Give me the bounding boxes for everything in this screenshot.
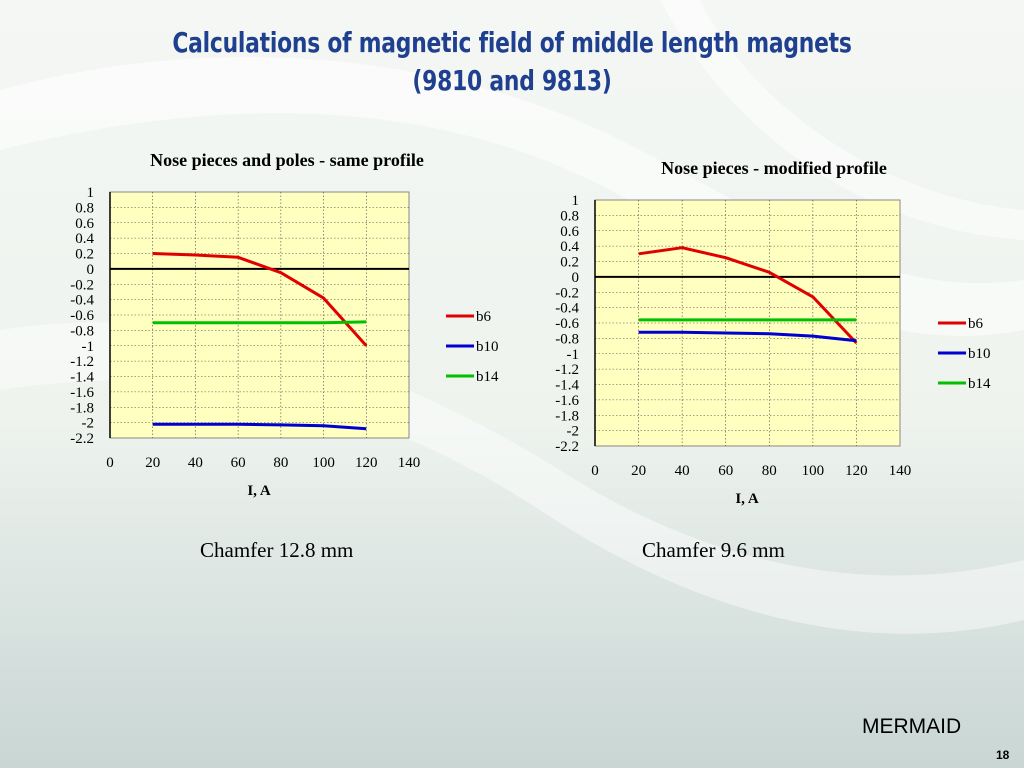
legend-label-b10: b10 xyxy=(968,346,991,362)
y-tick-label: 0.8 xyxy=(75,200,94,216)
slide-title: Calculations of magnetic field of middle… xyxy=(144,24,880,100)
x-tick-label: 100 xyxy=(312,455,335,471)
series-line-b10 xyxy=(638,330,857,343)
y-tick-label: -1 xyxy=(82,339,95,355)
y-tick-label: 0.6 xyxy=(560,224,579,240)
chart-title: Nose pieces - modified profile xyxy=(661,158,887,178)
y-tick-label: 1 xyxy=(87,185,95,201)
y-tick-label: -2.2 xyxy=(555,439,579,455)
y-tick-label: 0.6 xyxy=(75,216,94,232)
y-tick-label: -0.6 xyxy=(555,316,579,332)
y-tick-label: 0.2 xyxy=(75,247,94,263)
y-tick-label: -1.6 xyxy=(555,393,579,409)
y-tick-label: -0.2 xyxy=(70,277,94,293)
x-tick-label: 120 xyxy=(355,455,378,471)
y-tick-label: -2 xyxy=(567,424,580,440)
plot-area xyxy=(109,191,410,439)
y-tick-label: -1.2 xyxy=(70,354,94,370)
series-line-b6 xyxy=(152,252,368,347)
y-tick-label: -1.8 xyxy=(555,408,579,424)
x-tick-label: 40 xyxy=(188,455,203,471)
legend-label-b6: b6 xyxy=(476,309,492,325)
x-tick-label: 60 xyxy=(718,463,733,479)
x-tick-label: 20 xyxy=(631,463,646,479)
x-tick-label: 0 xyxy=(106,455,114,471)
y-tick-label: 0.4 xyxy=(75,231,94,247)
slide-title-line1: Calculations of magnetic field of middle… xyxy=(172,26,852,59)
y-tick-label: -1 xyxy=(567,347,580,363)
y-tick-label: 1 xyxy=(572,193,580,209)
y-tick-label: -2 xyxy=(82,416,95,432)
y-tick-label: 0.8 xyxy=(560,208,579,224)
legend-label-b14: b14 xyxy=(968,376,991,392)
chart-modified-profile: Nose pieces - modified profile 10.80.60.… xyxy=(555,158,991,507)
x-axis-label: I, A xyxy=(247,483,271,499)
y-tick-label: -0.4 xyxy=(70,293,94,309)
x-tick-label: 140 xyxy=(398,455,421,471)
legend-label-b14: b14 xyxy=(476,369,499,385)
x-tick-label: 120 xyxy=(845,463,868,479)
y-tick-label: -1.4 xyxy=(70,370,94,386)
x-tick-label: 80 xyxy=(762,463,777,479)
footer-brand: MERMAID xyxy=(862,715,962,738)
x-tick-label: 40 xyxy=(675,463,690,479)
x-tick-label: 140 xyxy=(889,463,912,479)
y-tick-label: -0.8 xyxy=(70,323,94,339)
y-tick-label: 0 xyxy=(572,270,580,286)
chart-caption-left: Chamfer 12.8 mm xyxy=(200,538,354,562)
series-line-b14 xyxy=(152,320,367,325)
chart-caption-right: Chamfer 9.6 mm xyxy=(642,538,785,562)
y-tick-label: -0.8 xyxy=(555,331,579,347)
slide-title-line2: (9810 and 9813) xyxy=(412,64,612,97)
x-tick-label: 80 xyxy=(273,455,288,471)
y-tick-label: -1.6 xyxy=(70,385,94,401)
y-tick-label: -1.2 xyxy=(555,362,579,378)
series-line-b10 xyxy=(152,422,367,431)
y-tick-label: -1.8 xyxy=(70,400,94,416)
x-tick-label: 60 xyxy=(231,455,246,471)
x-tick-label: 0 xyxy=(591,463,599,479)
chart-same-profile: Nose pieces and poles - same profile 10.… xyxy=(70,150,499,499)
legend-label-b6: b6 xyxy=(968,316,984,332)
y-tick-label: -0.6 xyxy=(70,308,94,324)
y-tick-label: -2.2 xyxy=(70,431,94,447)
y-tick-label: -0.4 xyxy=(555,301,579,317)
x-tick-label: 20 xyxy=(145,455,160,471)
x-axis-label: I, A xyxy=(735,491,759,507)
y-tick-label: 0.4 xyxy=(560,239,579,255)
page-number: 18 xyxy=(996,748,1010,762)
y-tick-label: 0 xyxy=(87,262,95,278)
y-tick-label: -0.2 xyxy=(555,285,579,301)
y-tick-label: 0.2 xyxy=(560,255,579,271)
series-line-b6 xyxy=(638,246,858,345)
y-tick-label: -1.4 xyxy=(555,378,579,394)
legend-label-b10: b10 xyxy=(476,339,499,355)
x-tick-label: 100 xyxy=(802,463,825,479)
chart-title: Nose pieces and poles - same profile xyxy=(150,150,424,170)
